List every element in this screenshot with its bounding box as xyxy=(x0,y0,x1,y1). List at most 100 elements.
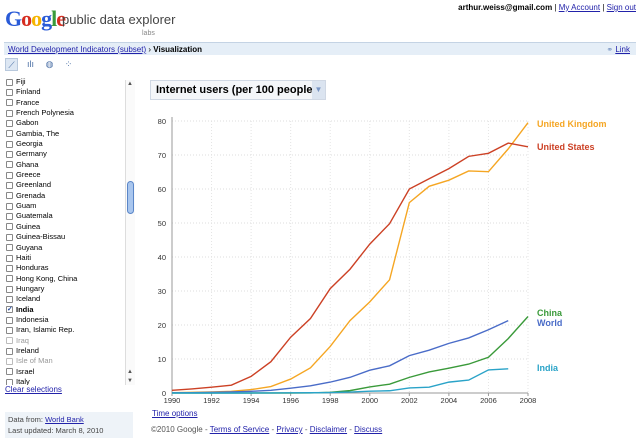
bubble-chart-icon[interactable]: ⁘ xyxy=(64,59,73,69)
country-item[interactable]: Fiji xyxy=(6,77,124,87)
country-checkbox[interactable] xyxy=(6,171,13,179)
country-checkbox[interactable] xyxy=(6,202,13,210)
country-item[interactable]: Georgia xyxy=(6,139,124,149)
country-item[interactable]: Finland xyxy=(6,87,124,97)
disclaimer-link[interactable]: Disclaimer xyxy=(309,425,348,434)
country-item[interactable]: Guinea xyxy=(6,222,124,232)
world-bank-link[interactable]: World Bank xyxy=(45,415,84,424)
country-checkbox[interactable] xyxy=(6,89,13,97)
country-checkbox[interactable] xyxy=(6,337,13,345)
country-item[interactable]: Germany xyxy=(6,149,124,159)
x-tick-label: 2004 xyxy=(441,396,458,405)
country-item[interactable]: Hong Kong, China xyxy=(6,274,124,284)
country-item[interactable]: Indonesia xyxy=(6,315,124,325)
country-label: Grenada xyxy=(16,190,46,200)
country-checkbox[interactable]: ✓ xyxy=(6,306,13,314)
country-item[interactable]: Gabon xyxy=(6,118,124,128)
privacy-link[interactable]: Privacy xyxy=(276,425,303,434)
country-checkbox[interactable] xyxy=(6,78,13,86)
terms-link[interactable]: Terms of Service xyxy=(209,425,270,434)
google-logo[interactable]: Google xyxy=(5,6,66,31)
country-checkbox[interactable] xyxy=(6,378,13,385)
country-item[interactable]: Guinea-Bissau xyxy=(6,232,124,242)
country-label: Guinea xyxy=(16,221,41,231)
country-checkbox[interactable] xyxy=(6,140,13,148)
country-label: Ireland xyxy=(16,345,39,355)
country-checkbox[interactable] xyxy=(6,295,13,303)
series-line-world xyxy=(171,319,509,394)
country-checkbox[interactable] xyxy=(6,99,13,107)
country-checkbox[interactable] xyxy=(6,368,13,376)
link-label[interactable]: Link xyxy=(615,45,630,54)
breadcrumb-dataset[interactable]: World Development Indicators (subset) xyxy=(8,45,147,54)
sign-out-link[interactable]: Sign out xyxy=(606,3,636,12)
country-item[interactable]: Guam xyxy=(6,201,124,211)
country-checkbox[interactable] xyxy=(6,254,13,262)
country-checkbox[interactable] xyxy=(6,151,13,159)
country-item[interactable]: France xyxy=(6,98,124,108)
country-checkbox[interactable] xyxy=(6,192,13,200)
country-checkbox[interactable] xyxy=(6,213,13,221)
country-item[interactable]: Haiti xyxy=(6,253,124,263)
bar-chart-icon[interactable]: ılı xyxy=(26,59,34,69)
country-checkbox[interactable] xyxy=(6,316,13,324)
series-label: United Kingdom xyxy=(537,119,607,129)
country-item[interactable]: Grenada xyxy=(6,191,124,201)
separator: - xyxy=(347,425,355,434)
country-item[interactable]: Israel xyxy=(6,367,124,377)
country-label: Germany xyxy=(16,149,47,159)
country-checkbox[interactable] xyxy=(6,326,13,334)
x-tick-label: 1992 xyxy=(203,396,220,405)
country-checkbox[interactable] xyxy=(6,223,13,231)
scroll-down-icon[interactable]: ▼ xyxy=(127,378,133,384)
country-checkbox[interactable] xyxy=(6,285,13,293)
scrollbar[interactable]: ▲ ▲ ▼ xyxy=(125,80,135,385)
clear-selections-link[interactable]: Clear selections xyxy=(5,385,62,394)
last-updated: Last updated: March 8, 2010 xyxy=(8,426,104,435)
country-checkbox[interactable] xyxy=(6,347,13,355)
data-source-box: Data from: World Bank Last updated: Marc… xyxy=(5,412,133,438)
country-checkbox[interactable] xyxy=(6,120,13,128)
country-checkbox[interactable] xyxy=(6,182,13,190)
country-item[interactable]: Hungary xyxy=(6,284,124,294)
scroll-up-icon[interactable]: ▲ xyxy=(127,369,133,375)
country-item[interactable]: Gambia, The xyxy=(6,129,124,139)
line-chart-icon[interactable]: ⟋ xyxy=(5,58,18,71)
series-line-india xyxy=(172,368,509,394)
discuss-link[interactable]: Discuss xyxy=(354,425,383,434)
country-item[interactable]: ✓ India xyxy=(6,305,124,315)
country-label: Greece xyxy=(16,170,41,180)
time-options-link[interactable]: Time options xyxy=(152,409,198,418)
scroll-up-icon[interactable]: ▲ xyxy=(127,81,133,87)
country-checkbox[interactable] xyxy=(6,275,13,283)
country-checkbox[interactable] xyxy=(6,233,13,241)
indicator-select[interactable]: Internet users (per 100 people) ▼ xyxy=(150,80,326,100)
country-label: Italy xyxy=(16,376,30,385)
country-item[interactable]: Iceland xyxy=(6,294,124,304)
country-item[interactable]: Honduras xyxy=(6,263,124,273)
country-checkbox[interactable] xyxy=(6,244,13,252)
chevron-down-icon[interactable]: ▼ xyxy=(312,81,325,99)
country-item[interactable]: Greenland xyxy=(6,180,124,190)
country-checkbox[interactable] xyxy=(6,130,13,138)
country-item[interactable]: Guyana xyxy=(6,243,124,253)
country-item[interactable]: Ghana xyxy=(6,160,124,170)
country-checkbox[interactable] xyxy=(6,264,13,272)
country-item[interactable]: Greece xyxy=(6,170,124,180)
country-item[interactable]: French Polynesia xyxy=(6,108,124,118)
map-icon[interactable]: ◍ xyxy=(45,59,54,69)
country-item[interactable]: Iran, Islamic Rep. xyxy=(6,325,124,335)
country-checkbox[interactable] xyxy=(6,357,13,365)
separator: - xyxy=(302,425,310,434)
link-button[interactable]: ⚭ Link xyxy=(606,45,630,54)
country-label: Greenland xyxy=(16,180,52,190)
scrollbar-thumb[interactable] xyxy=(127,181,134,214)
country-item[interactable]: Guatemala xyxy=(6,211,124,221)
country-checkbox[interactable] xyxy=(6,161,13,169)
country-checkbox[interactable] xyxy=(6,109,13,117)
country-item[interactable]: Italy xyxy=(6,377,124,385)
country-item[interactable]: Isle of Man xyxy=(6,356,124,366)
country-item[interactable]: Iraq xyxy=(6,336,124,346)
country-item[interactable]: Ireland xyxy=(6,346,124,356)
my-account-link[interactable]: My Account xyxy=(558,3,601,12)
